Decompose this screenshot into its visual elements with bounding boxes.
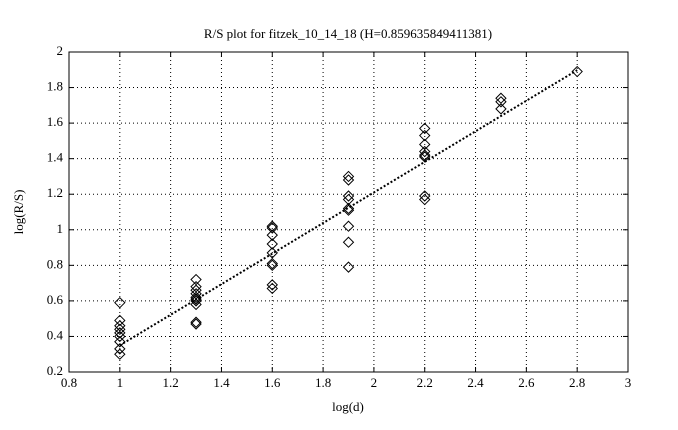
plot-frame (68, 51, 629, 373)
data-point (114, 330, 126, 343)
x-tick-label: 1.2 (163, 375, 179, 390)
data-point (342, 204, 355, 216)
data-point (419, 145, 431, 158)
x-axis-label: log(d) (332, 399, 364, 414)
data-point (266, 282, 278, 295)
data-point (114, 336, 126, 348)
x-tick-label: 2.2 (417, 375, 433, 390)
y-tick-label: 1.4 (47, 150, 64, 165)
data-point (266, 229, 278, 241)
y-tick-label: 1.6 (47, 114, 64, 129)
data-point (266, 279, 278, 291)
data-point (114, 314, 126, 327)
x-tick-label: 0.8 (61, 375, 77, 390)
y-tick-label: 0.6 (47, 292, 64, 307)
y-tick-label: 0.2 (47, 363, 63, 378)
data-point (266, 259, 278, 272)
data-point (342, 236, 355, 248)
data-point (342, 261, 355, 273)
x-tick-label: 3 (625, 375, 632, 390)
data-point (190, 316, 202, 328)
data-point (266, 257, 278, 270)
data-point (419, 190, 431, 202)
data-point (419, 149, 431, 161)
data-point (419, 122, 431, 135)
y-tick-label: 0.8 (47, 256, 63, 271)
y-axis-label: log(R/S) (11, 190, 26, 235)
data-point (190, 295, 202, 307)
y-tick-label: 0.4 (47, 327, 64, 342)
y-tick-label: 1.8 (47, 79, 63, 94)
y-tick-label: 1 (57, 221, 64, 236)
data-point (571, 65, 583, 78)
y-tick-label: 2 (57, 43, 64, 58)
x-tick-label: 2 (371, 375, 378, 390)
x-tick-label: 2.6 (518, 375, 535, 390)
data-point (190, 291, 202, 304)
data-point (266, 220, 278, 232)
data-point (419, 151, 431, 163)
data-point (114, 343, 126, 355)
data-point (114, 327, 126, 339)
data-point (419, 193, 431, 206)
x-tick-label: 1 (117, 375, 124, 390)
data-point (495, 103, 507, 115)
chart-title: R/S plot for fitzek_10_14_18 (H=0.859635… (204, 26, 492, 41)
x-tick-label: 1.4 (213, 375, 230, 390)
data-point (266, 238, 278, 250)
data-point (266, 222, 278, 234)
data-point (114, 348, 126, 360)
data-point (190, 298, 202, 311)
data-point (114, 296, 126, 309)
x-tick-label: 1.8 (315, 375, 331, 390)
x-tick-label: 2.4 (467, 375, 484, 390)
y-tick-label: 1.2 (47, 185, 63, 200)
data-point (495, 96, 507, 108)
fit-line (119, 69, 578, 347)
data-point (190, 318, 202, 330)
data-point (342, 202, 355, 215)
data-point (342, 190, 355, 202)
x-tick-label: 2.8 (569, 375, 585, 390)
data-point (114, 323, 126, 336)
data-point (342, 170, 355, 183)
x-tick-label: 1.6 (264, 375, 281, 390)
data-point (342, 220, 355, 232)
data-point (419, 129, 431, 142)
data-point (342, 174, 355, 186)
